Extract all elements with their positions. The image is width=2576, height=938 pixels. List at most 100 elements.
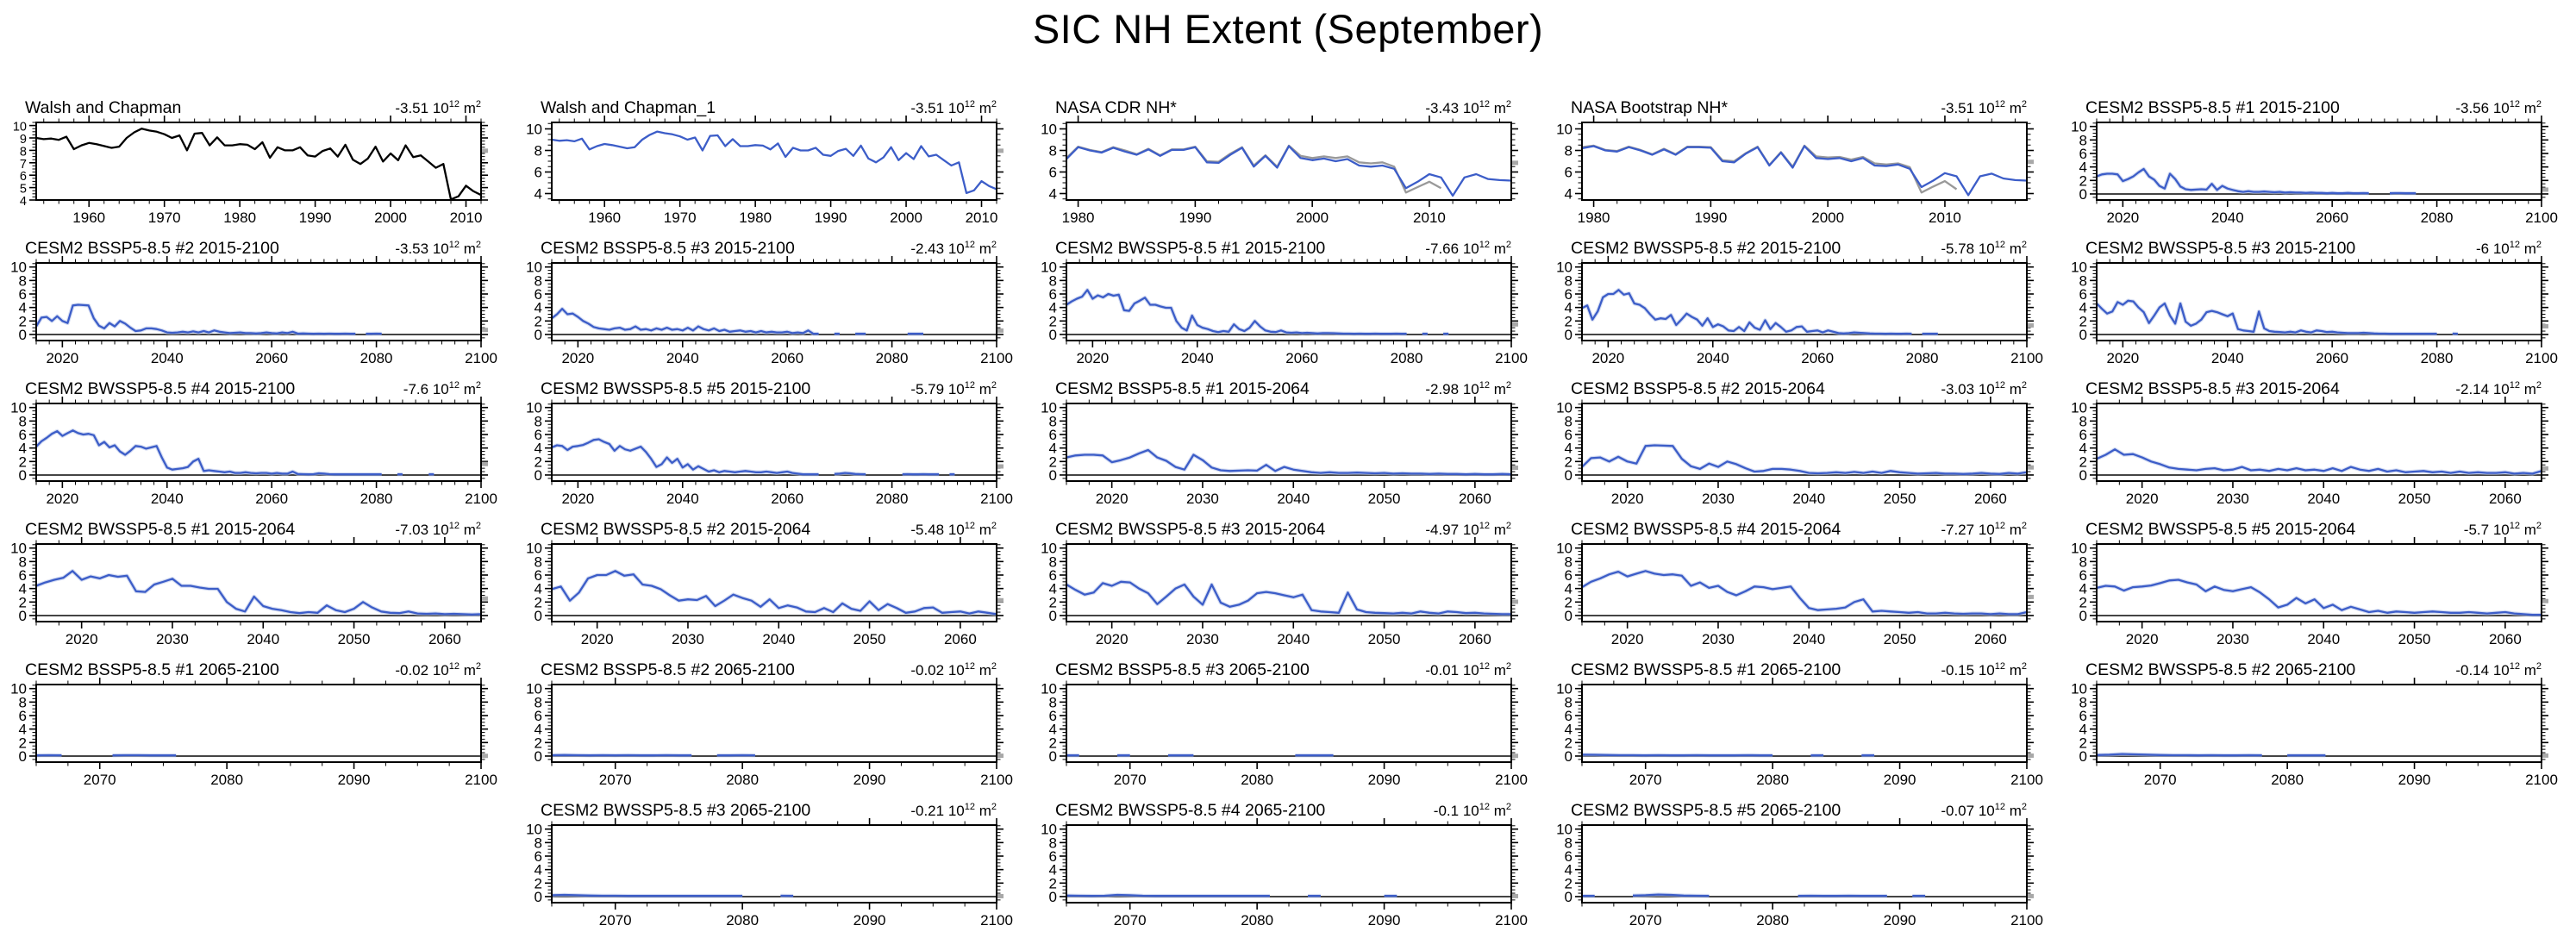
x-axis-label: 2040 <box>1277 631 1310 647</box>
panel-trend: -2.14 1012 m2 <box>2455 380 2542 397</box>
x-axis-label: 2020 <box>1611 631 1644 647</box>
x-axis-label: 2000 <box>374 209 407 226</box>
x-axis-label: 2060 <box>2489 491 2522 507</box>
x-axis-label: 1990 <box>299 209 332 226</box>
x-axis-label: 2020 <box>46 350 78 366</box>
x-axis-label: 2010 <box>450 209 483 226</box>
y-axis-label: 10 <box>526 122 542 138</box>
panel-trend: -3.51 1012 m2 <box>910 99 997 116</box>
series-halo <box>552 440 954 475</box>
panel-title: CESM2 BWSSP5-8.5 #3 2015-2100 <box>2085 239 2355 258</box>
panel-title: CESM2 BSSP5-8.5 #3 2015-2100 <box>541 239 795 258</box>
y-axis-label: 10 <box>526 541 542 557</box>
y-axis-label: 10 <box>2071 541 2087 557</box>
panel-title: CESM2 BWSSP5-8.5 #4 2015-2064 <box>1571 520 1841 539</box>
panel-trend: -3.53 1012 m2 <box>395 240 481 257</box>
x-axis-label: 1990 <box>815 209 847 226</box>
x-axis-label: 2060 <box>2489 631 2522 647</box>
x-axis-label: 2040 <box>762 631 795 647</box>
x-axis-label: 1960 <box>588 209 621 226</box>
series-group <box>36 305 382 335</box>
plot-frame <box>1582 544 2027 622</box>
plot-frame <box>552 825 997 903</box>
series-group <box>1066 582 1511 615</box>
panel-trend: -3.51 1012 m2 <box>1941 99 2027 116</box>
series-group <box>552 132 997 193</box>
x-axis-label: 2090 <box>1368 912 1401 929</box>
y-axis-label: 4 <box>535 186 542 203</box>
y-axis-label: 10 <box>1041 681 1057 697</box>
x-axis-label: 2080 <box>1756 772 1789 788</box>
series-line <box>552 132 997 193</box>
series-group <box>2097 449 2542 473</box>
x-axis-label: 2020 <box>2106 209 2139 226</box>
y-axis-label: 6 <box>535 165 542 181</box>
plot-frame <box>2097 685 2542 762</box>
y-axis-label: 4 <box>20 195 27 209</box>
series-line <box>36 128 481 199</box>
series-halo <box>1066 582 1511 615</box>
x-axis-label: 2040 <box>2307 631 2340 647</box>
x-axis-label: 2100 <box>980 491 1013 507</box>
series-group <box>36 571 481 615</box>
panel-title: CESM2 BSSP5-8.5 #2 2065-2100 <box>541 660 795 679</box>
panel-title: CESM2 BWSSP5-8.5 #5 2015-2100 <box>541 379 810 398</box>
panel-title: CESM2 BWSSP5-8.5 #1 2015-2100 <box>1055 239 1325 258</box>
series-line <box>1582 446 2027 474</box>
y-axis-label: 10 <box>1041 122 1057 138</box>
x-axis-label: 2020 <box>1096 631 1129 647</box>
x-axis-label: 2080 <box>1241 772 1273 788</box>
y-axis-label: 4 <box>1565 186 1572 203</box>
y-axis-label: 10 <box>1556 681 1572 697</box>
x-axis-label: 2080 <box>210 772 243 788</box>
plot-frame <box>36 544 481 622</box>
series-line <box>1066 146 1441 192</box>
series-group <box>2097 301 2458 334</box>
x-axis-label: 2040 <box>151 350 184 366</box>
y-axis-label: 10 <box>10 541 27 557</box>
series-group <box>36 430 434 474</box>
x-axis-label: 2040 <box>2211 350 2244 366</box>
panel-title: CESM2 BSSP5-8.5 #2 2015-2100 <box>25 239 279 258</box>
series-halo <box>1582 446 2027 474</box>
x-axis-label: 2000 <box>890 209 922 226</box>
x-axis-label: 2020 <box>1611 491 1644 507</box>
y-axis-label: 10 <box>10 400 27 416</box>
x-axis-label: 2070 <box>599 912 632 929</box>
x-axis-label: 1990 <box>1694 209 1727 226</box>
panel-trend: -5.7 1012 m2 <box>2464 521 2542 538</box>
x-axis-label: 2080 <box>2421 209 2454 226</box>
panel-trend: -4.97 1012 m2 <box>1425 521 1511 538</box>
panel-title: CESM2 BWSSP5-8.5 #1 2015-2064 <box>25 520 295 539</box>
x-axis-label: 2030 <box>2216 491 2249 507</box>
